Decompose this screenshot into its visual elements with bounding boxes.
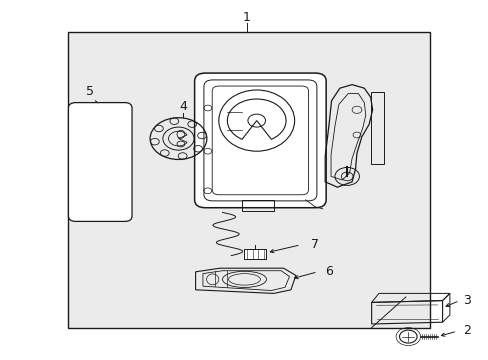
Text: 2: 2 <box>463 324 470 337</box>
Text: 3: 3 <box>463 294 470 307</box>
Text: 1: 1 <box>243 11 250 24</box>
FancyBboxPatch shape <box>194 73 325 208</box>
Text: 7: 7 <box>310 238 318 251</box>
FancyBboxPatch shape <box>68 103 132 221</box>
Text: 6: 6 <box>325 265 332 278</box>
FancyBboxPatch shape <box>244 249 265 259</box>
Bar <box>68 32 429 328</box>
Text: 4: 4 <box>179 100 187 113</box>
Text: 5: 5 <box>86 85 94 98</box>
